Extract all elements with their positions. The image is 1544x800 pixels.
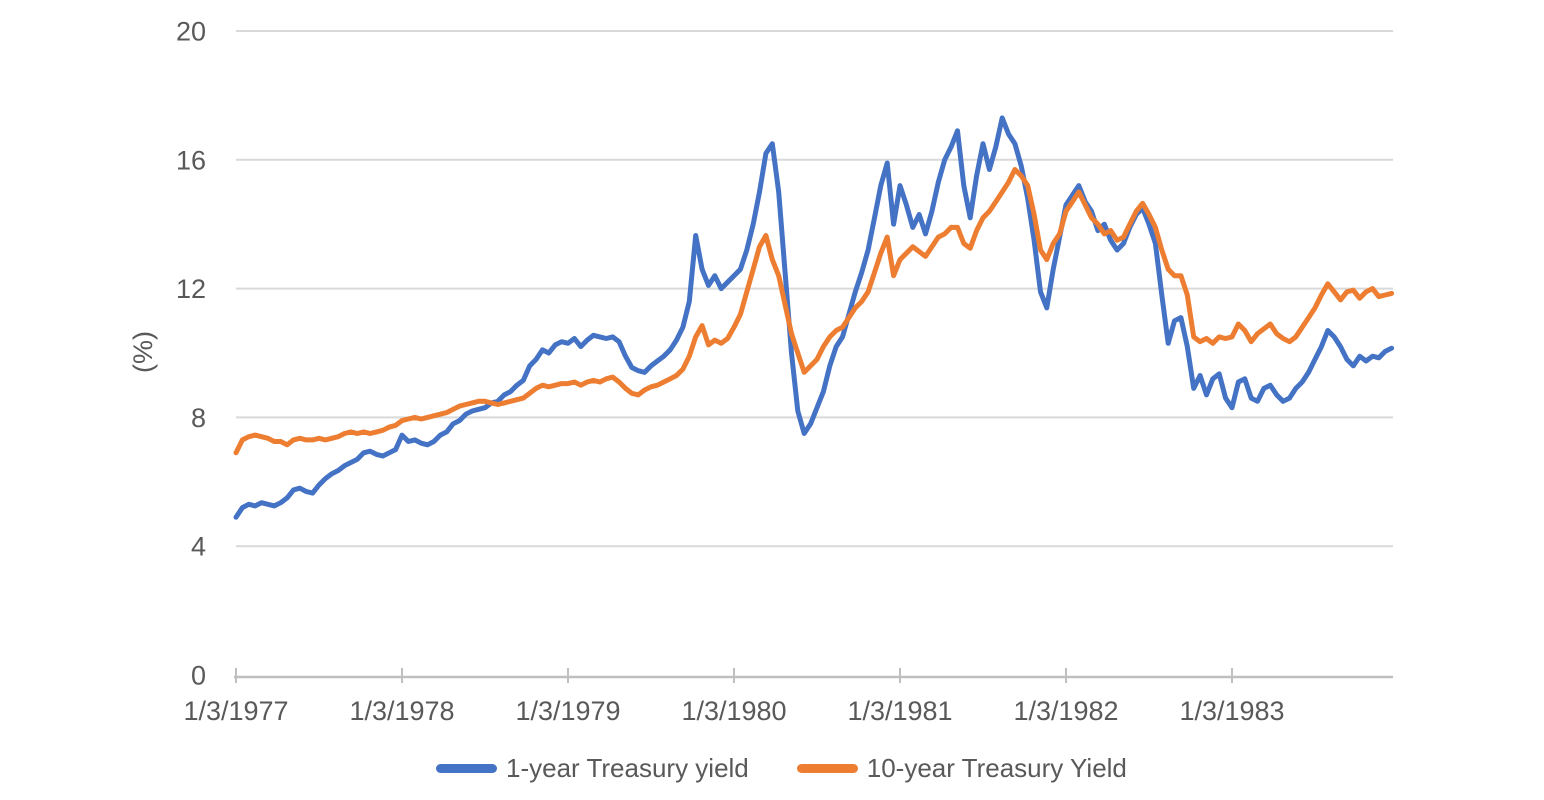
y-tick-label: 0 <box>191 661 206 691</box>
x-tick-label: 1/3/1983 <box>1179 696 1284 726</box>
x-tick-label: 1/3/1978 <box>349 696 454 726</box>
x-tick-label: 1/3/1981 <box>847 696 952 726</box>
y-tick-label: 12 <box>176 274 206 304</box>
legend-swatch-1-year <box>436 764 497 773</box>
x-tick-label: 1/3/1982 <box>1013 696 1118 726</box>
legend-item: 1-year Treasury yield <box>436 753 749 784</box>
series-line-10-year <box>233 167 1395 456</box>
y-tick-label: 4 <box>191 532 206 562</box>
y-axis-unit-label: (%) <box>128 331 158 373</box>
x-tick-label: 1/3/1980 <box>681 696 786 726</box>
legend-label: 1-year Treasury yield <box>506 753 749 783</box>
y-tick-label: 16 <box>176 145 206 175</box>
y-tick-label: 8 <box>191 403 206 433</box>
chart-legend: 1-year Treasury yield 10-year Treasury Yi… <box>436 753 1127 784</box>
legend-swatch-10-year <box>796 764 858 773</box>
x-tick-label: 1/3/1977 <box>183 696 288 726</box>
legend-label: 10-year Treasury Yield <box>866 753 1127 783</box>
series-line-1-year <box>233 115 1395 520</box>
y-tick-label: 20 <box>176 17 206 47</box>
x-tick-label: 1/3/1979 <box>515 696 620 726</box>
legend-item: 10-year Treasury Yield <box>796 753 1127 784</box>
